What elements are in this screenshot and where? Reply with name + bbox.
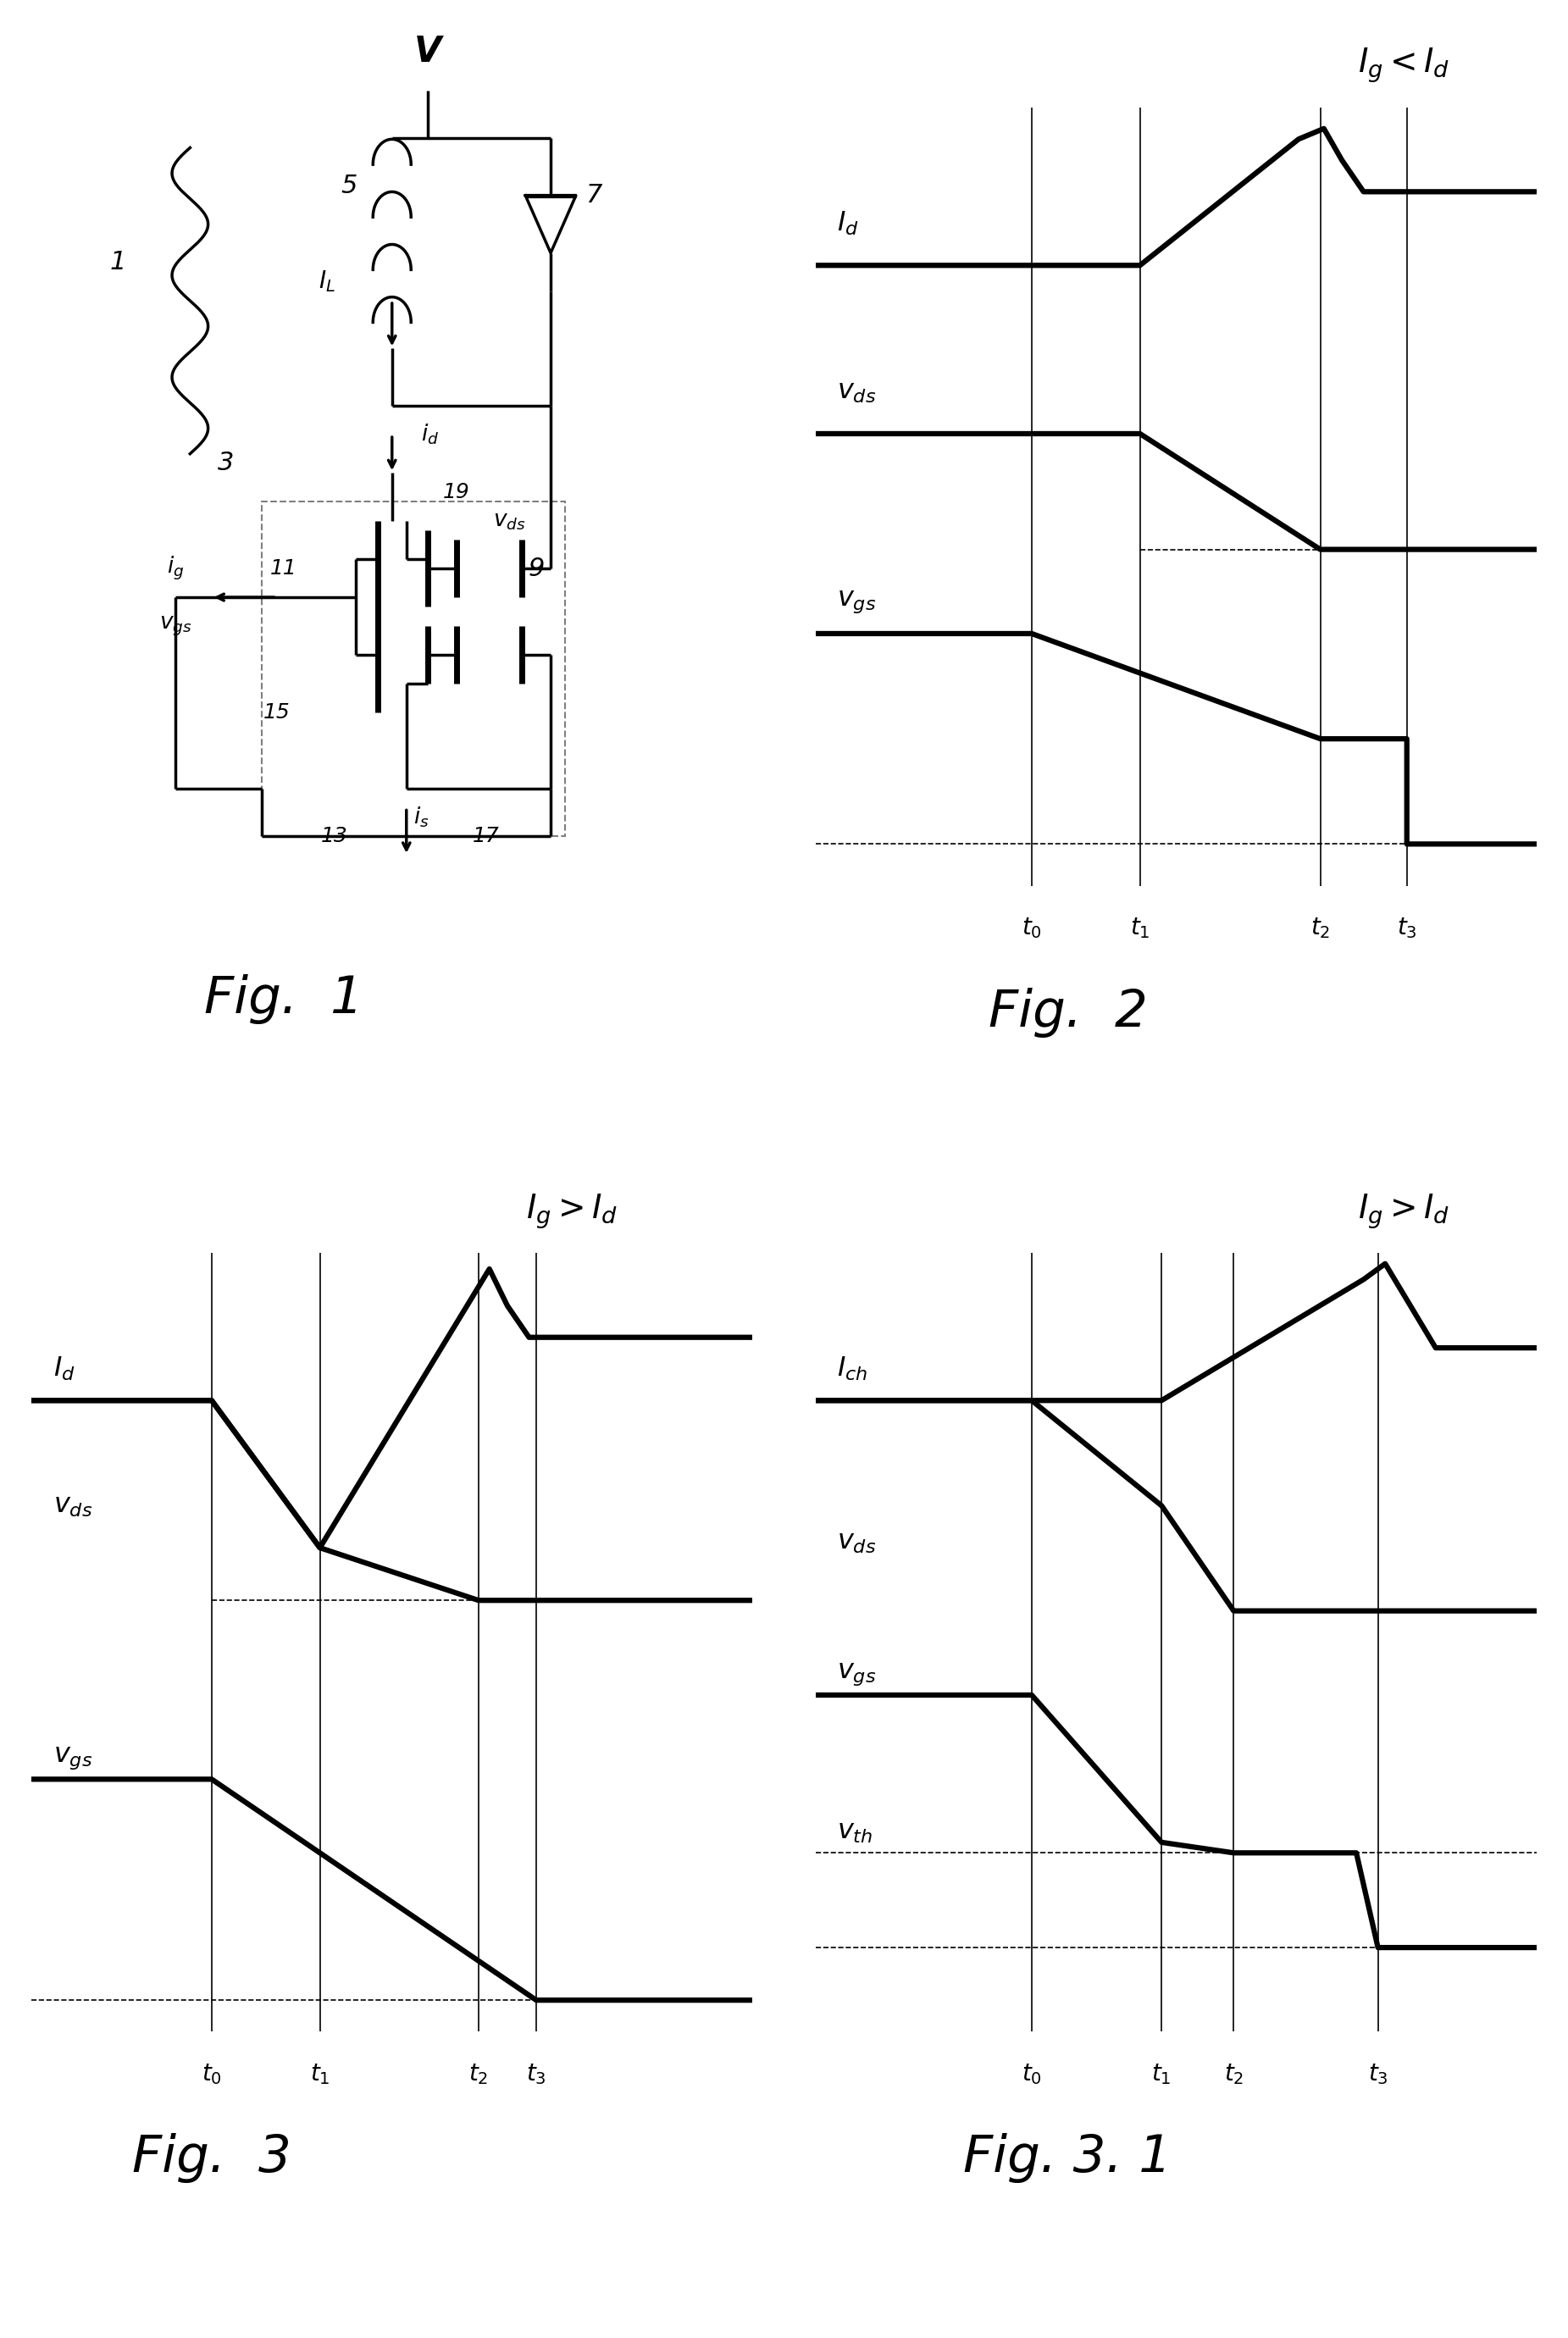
Text: 7: 7 xyxy=(586,182,602,208)
Text: 15: 15 xyxy=(263,701,290,722)
Text: $I_L$: $I_L$ xyxy=(318,269,336,295)
Text: $v_{ds}$: $v_{ds}$ xyxy=(837,1529,877,1555)
Text: $v_{gs}$: $v_{gs}$ xyxy=(53,1744,93,1772)
Text: $t_2$: $t_2$ xyxy=(1225,2062,1243,2085)
Text: $i_d$: $i_d$ xyxy=(420,423,439,447)
Text: $t_3$: $t_3$ xyxy=(1397,916,1417,940)
Text: 1: 1 xyxy=(110,250,125,276)
Text: $v_{ds}$: $v_{ds}$ xyxy=(492,510,525,531)
Text: V: V xyxy=(414,35,442,70)
Text: 3: 3 xyxy=(218,451,234,475)
Text: $t_2$: $t_2$ xyxy=(1311,916,1330,940)
Text: 11: 11 xyxy=(270,559,298,580)
Text: Fig.  3: Fig. 3 xyxy=(132,2132,292,2184)
Bar xyxy=(262,503,564,837)
Text: $v_{th}$: $v_{th}$ xyxy=(837,1819,873,1845)
Text: $t_3$: $t_3$ xyxy=(527,2062,546,2085)
Text: 19: 19 xyxy=(442,482,469,503)
Text: $I_d$: $I_d$ xyxy=(837,210,859,236)
Text: $t_3$: $t_3$ xyxy=(1367,2062,1388,2085)
Text: $v_{gs}$: $v_{gs}$ xyxy=(837,589,877,615)
Text: $t_0$: $t_0$ xyxy=(1022,2062,1041,2085)
Text: $t_1$: $t_1$ xyxy=(1151,2062,1171,2085)
Text: $t_1$: $t_1$ xyxy=(1131,916,1149,940)
Text: $t_2$: $t_2$ xyxy=(469,2062,488,2085)
Text: $v_{gs}$: $v_{gs}$ xyxy=(160,615,191,638)
Text: $t_1$: $t_1$ xyxy=(310,2062,329,2085)
Text: $v_{gs}$: $v_{gs}$ xyxy=(837,1660,877,1688)
Text: $t_0$: $t_0$ xyxy=(202,2062,221,2085)
Text: $I_g < I_d$: $I_g < I_d$ xyxy=(1358,47,1450,84)
Text: 5: 5 xyxy=(340,173,358,199)
Text: $t_0$: $t_0$ xyxy=(1022,916,1041,940)
Text: $i_g$: $i_g$ xyxy=(168,554,183,582)
Text: $I_g > I_d$: $I_g > I_d$ xyxy=(1358,1192,1450,1230)
Text: $i_s$: $i_s$ xyxy=(412,804,428,830)
Text: 17: 17 xyxy=(472,825,499,846)
Text: 9: 9 xyxy=(528,556,544,580)
Text: $v_{ds}$: $v_{ds}$ xyxy=(53,1492,93,1520)
Text: Fig.  2: Fig. 2 xyxy=(988,987,1148,1038)
Text: $I_g > I_d$: $I_g > I_d$ xyxy=(527,1192,618,1230)
Text: $I_d$: $I_d$ xyxy=(53,1356,75,1382)
Text: 13: 13 xyxy=(321,825,348,846)
Text: Fig. 3. 1: Fig. 3. 1 xyxy=(964,2132,1171,2184)
Text: Fig.  1: Fig. 1 xyxy=(204,975,364,1024)
Text: $I_{ch}$: $I_{ch}$ xyxy=(837,1356,867,1382)
Text: $v_{ds}$: $v_{ds}$ xyxy=(837,379,877,404)
Polygon shape xyxy=(525,196,575,253)
